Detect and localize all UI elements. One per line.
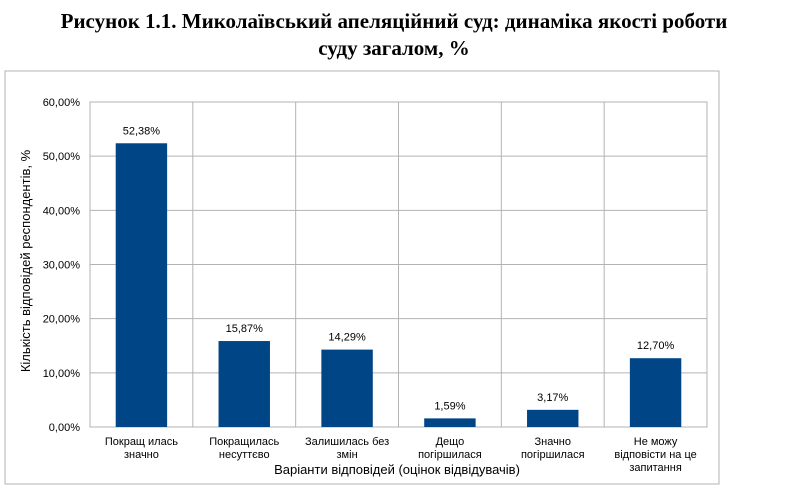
bar <box>115 143 168 427</box>
chart-title-line-1: Рисунок 1.1. Миколаївський апеляційний с… <box>60 9 728 33</box>
bar-value-label: 15,87% <box>226 323 264 335</box>
y-tick-label: 30,00% <box>43 260 81 272</box>
bars <box>115 143 682 427</box>
category-label: Дещо <box>436 436 465 448</box>
bar-value-label: 14,29% <box>328 332 366 344</box>
chart-title-line-2: суду загалом, % <box>318 36 470 60</box>
bar-value-label: 1,59% <box>434 400 465 412</box>
category-label: Не можу <box>634 436 678 448</box>
y-axis-title: Кількість відповідей респондентів, % <box>18 149 33 372</box>
category-label: Залишилась без <box>305 436 389 448</box>
category-label: відповісти на це <box>614 449 696 461</box>
category-label: змін <box>337 449 358 461</box>
y-tick-labels: 0,00% 10,00% 20,00% 30,00% 40,00% 50,00% 60,00… <box>43 97 81 434</box>
y-tick-label: 20,00% <box>43 314 81 326</box>
bar <box>321 349 373 427</box>
bar-value-label: 12,70% <box>637 340 675 352</box>
chart-title: Рисунок 1.1. Миколаївський апеляційний с… <box>0 8 788 62</box>
category-label: запитання <box>629 462 681 474</box>
category-label: погіршилася <box>418 449 482 461</box>
category-label: несуттєво <box>219 449 270 461</box>
category-label: Покращ илась <box>105 436 178 448</box>
bar <box>424 418 476 427</box>
bar <box>218 341 270 427</box>
bar <box>527 409 579 427</box>
y-tick-label: 40,00% <box>43 205 81 217</box>
gridlines <box>89 101 708 428</box>
y-tick-label: 50,00% <box>43 151 81 163</box>
category-label: погіршилася <box>521 449 585 461</box>
data-labels: 52,38% 15,87% 14,29% 1,59% 3,17% 12,70% <box>123 125 675 412</box>
y-tick-label: 10,00% <box>43 368 81 380</box>
bar-value-label: 3,17% <box>537 392 568 404</box>
chart-frame <box>4 70 720 485</box>
y-tick-label: 60,00% <box>43 97 81 109</box>
bar <box>629 358 682 427</box>
category-label: Покращилась <box>209 436 279 448</box>
category-label: значно <box>124 449 159 461</box>
x-axis-title: Варіанти відповідей (оцінок відвідувачів… <box>274 462 520 477</box>
y-tick-label: 0,00% <box>49 422 80 434</box>
bar-value-label: 52,38% <box>123 125 161 137</box>
category-label: Значно <box>534 436 571 448</box>
